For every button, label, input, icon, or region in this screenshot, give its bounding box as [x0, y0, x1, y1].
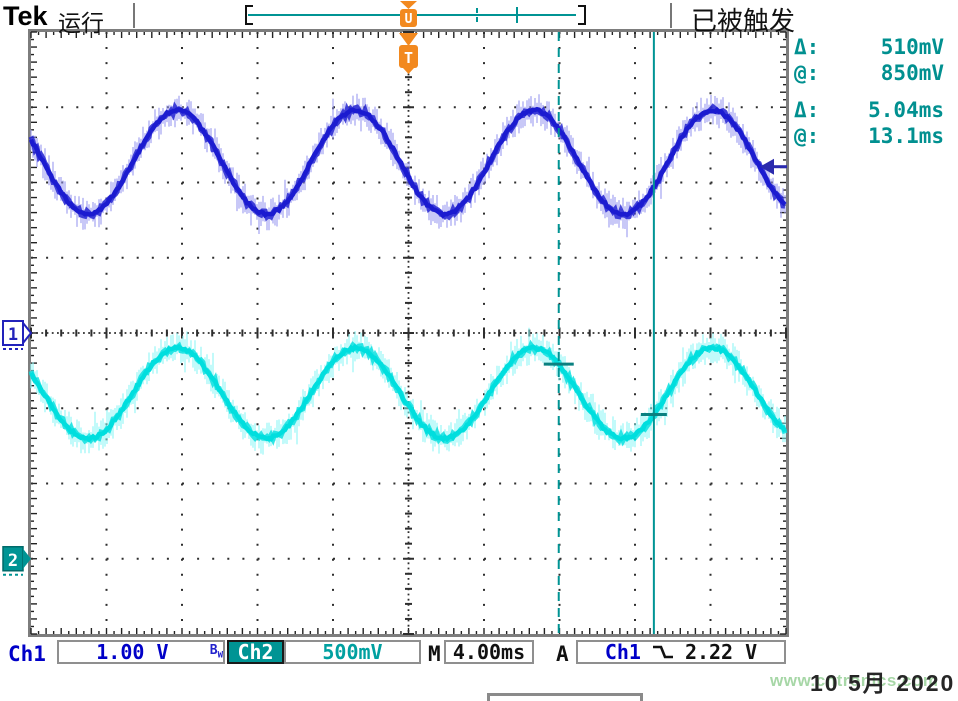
bandwidth-limit-icon: BW — [209, 643, 223, 661]
trigger-position-top-marker[interactable]: U — [400, 1, 417, 27]
watermark: www.cntronics.com — [770, 671, 939, 690]
ch2-waveform — [28, 327, 788, 455]
svg-text:U: U — [405, 12, 413, 27]
measure-value: 5.04ms — [868, 98, 944, 122]
cursor-at-time: @: 13.1ms — [794, 124, 944, 148]
svg-text:2: 2 — [8, 551, 18, 571]
window-bracket-left — [245, 5, 253, 25]
ch1-scale-value: 1.00 V — [96, 640, 169, 664]
measure-value: 13.1ms — [868, 124, 944, 148]
ch2-ground-marker[interactable]: 2 — [2, 546, 31, 576]
ch1-ground-marker[interactable]: 1 — [2, 320, 33, 350]
timebase-value: 4.00ms — [452, 640, 526, 664]
partial-dialog-box — [487, 693, 643, 701]
svg-text:1: 1 — [8, 325, 18, 345]
tek-logo: Tek — [3, 1, 48, 31]
trigger-mode-label: A — [556, 642, 569, 666]
date-stamp: 10 5月 2020 — [810, 670, 956, 696]
acquisition-status: 运行 — [58, 10, 104, 36]
measure-label: Δ: — [794, 35, 820, 59]
trigger-level-arrow[interactable] — [760, 158, 787, 175]
measure-label: @: — [794, 124, 820, 148]
ch2-scale-value: 500mV — [322, 640, 383, 664]
timebase-readout[interactable]: 4.00ms — [444, 640, 534, 664]
measure-value: 510mV — [880, 35, 944, 59]
trigger-position-marker[interactable]: T — [399, 33, 418, 74]
measure-label: Δ: — [794, 98, 820, 122]
ch2-label: Ch2 — [237, 640, 274, 664]
falling-edge-icon — [652, 645, 673, 659]
cursor-at-voltage: @: 850mV — [794, 61, 944, 85]
trigger-source: Ch1 — [604, 640, 641, 664]
ch2-label-badge[interactable]: Ch2 — [227, 640, 284, 664]
ch1-waveform — [28, 93, 787, 238]
trigger-status: 已被触发 — [691, 6, 796, 36]
graticule — [28, 29, 789, 637]
cursor-delta-voltage: Δ: 510mV — [794, 35, 944, 59]
cursor-delta-time: Δ: 5.04ms — [794, 98, 944, 122]
measure-value: 850mV — [880, 61, 944, 85]
trigger-level: 2.22 V — [684, 640, 758, 664]
timebase-label: M — [428, 642, 441, 666]
trigger-readout[interactable]: Ch1 2.22 V — [576, 640, 786, 664]
svg-text:T: T — [404, 49, 413, 67]
ch1-scale-readout[interactable]: 1.00 V BW — [57, 640, 225, 664]
ch2-scale-readout[interactable]: 500mV — [284, 640, 421, 664]
ch1-label: Ch1 — [8, 642, 46, 666]
window-bracket-right — [578, 5, 586, 25]
measure-label: @: — [794, 61, 820, 85]
header-divider — [133, 3, 135, 28]
header-divider — [670, 3, 672, 28]
